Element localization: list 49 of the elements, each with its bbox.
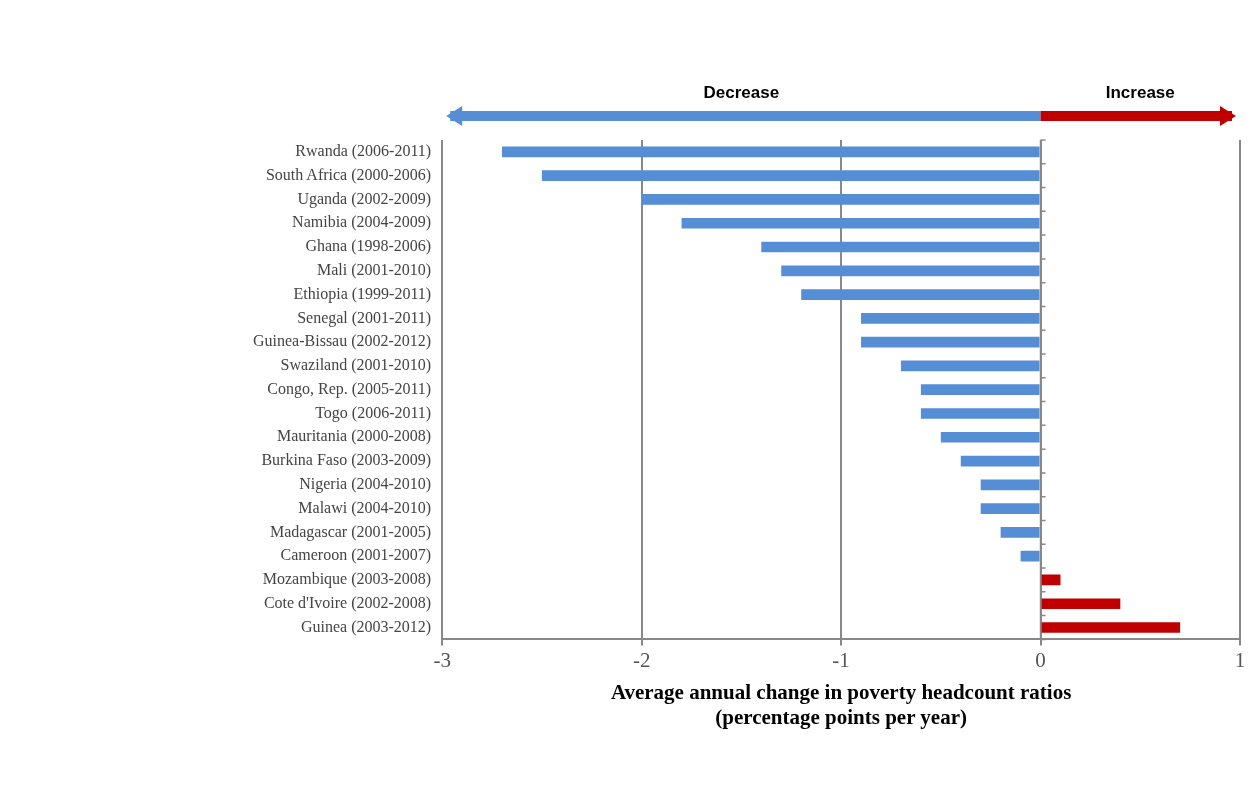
bar: [1041, 622, 1181, 633]
bar: [1041, 598, 1121, 610]
bar: [940, 431, 1040, 443]
bar: [920, 408, 1040, 419]
y-tick-label: Mali (2001-2010): [316, 261, 432, 279]
bar: [541, 170, 1040, 182]
y-tick-label: South Africa (2000-2006): [265, 165, 432, 184]
bar: [1020, 550, 1040, 562]
y-tick-label: Cameroon (2001-2007): [280, 546, 432, 565]
y-tick-label: Uganda (2002-2009): [297, 189, 432, 208]
y-tick-label: Togo (2006-2011): [315, 403, 432, 422]
bar: [980, 479, 1040, 491]
y-tick-label: Burkina Faso (2003-2009): [261, 451, 432, 470]
y-tick-label: Senegal (2001-2011): [297, 308, 432, 327]
x-tick-label: -1: [832, 647, 850, 672]
bar: [920, 384, 1040, 396]
bar: [502, 146, 1040, 158]
x-tick-label: 0: [1035, 647, 1046, 672]
y-tick-label: Guinea-Bissau (2002-2012): [253, 332, 432, 351]
y-tick-label: Malawi (2004-2010): [298, 498, 432, 517]
bar: [681, 217, 1040, 229]
x-tick-label: 1: [1234, 647, 1246, 672]
y-tick-label: Guinea (2003-2012): [301, 617, 432, 636]
bar: [861, 313, 1040, 324]
bar: [641, 194, 1040, 205]
y-tick-label: Congo, Rep. (2005-2011): [267, 379, 432, 398]
bar: [980, 503, 1040, 514]
bar: [900, 360, 1040, 372]
x-axis-title: Average annual change in poverty headcount ratios (percentage points per year): [610, 679, 1072, 729]
x-tick-label: -3: [433, 647, 451, 672]
y-tick-label: Cote d'Ivoire (2002-2008): [263, 593, 432, 612]
x-tick-label: -2: [632, 647, 651, 672]
text: Decrease: [703, 83, 780, 103]
bar: [801, 289, 1040, 300]
y-tick-label: Ethiopia (1999-2011): [293, 284, 432, 303]
bar: [761, 241, 1040, 253]
y-tick-label: Mauritania (2000-2008): [277, 427, 432, 446]
bar: [1000, 527, 1040, 538]
y-tick-label: Nigeria (2004-2010): [299, 475, 432, 494]
y-tick-label: Swaziland (2001-2010): [280, 356, 432, 375]
bar: [861, 336, 1040, 348]
bar: [960, 455, 1040, 467]
text: Increase: [1105, 83, 1175, 103]
y-tick-label: Mozambique (2003-2008): [262, 570, 432, 589]
y-tick-label: Ghana (1998-2006): [305, 237, 432, 256]
y-tick-label: Rwanda (2006-2011): [295, 142, 432, 161]
y-tick-label: Madagascar (2001-2005): [269, 522, 432, 541]
bar: [781, 265, 1040, 277]
y-tick-label: Namibia (2004-2009): [292, 213, 432, 232]
